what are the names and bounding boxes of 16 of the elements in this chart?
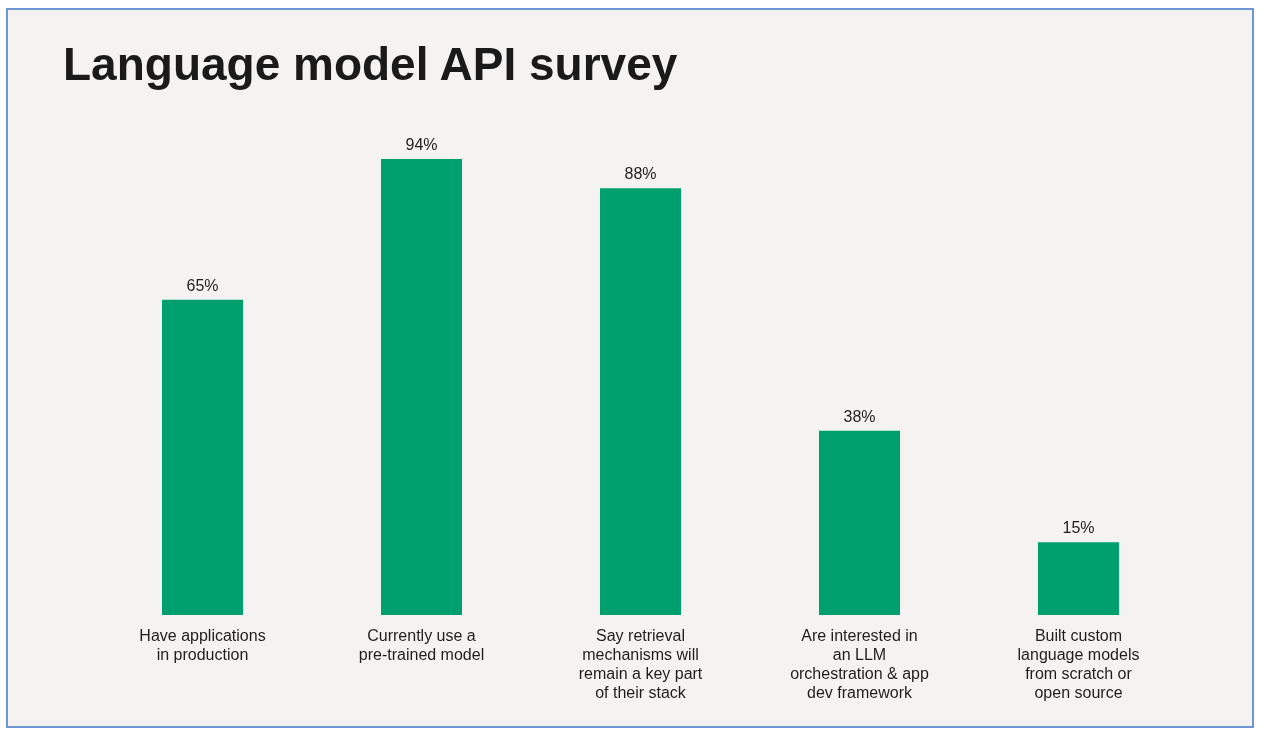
- x-tick-label: Currently use a pre-trained model: [358, 626, 485, 663]
- data-label: 94%: [405, 136, 438, 154]
- data-label: 65%: [186, 276, 219, 294]
- x-tick-label: Say retrieval mechanisms will remain a key part of their stack: [578, 626, 703, 701]
- chart-title: Language model API survey: [63, 38, 678, 90]
- bar: [1037, 542, 1120, 615]
- bar: [599, 188, 682, 615]
- data-label: 88%: [624, 165, 657, 183]
- x-tick-label: Built custom language models from scratch or open source: [1017, 626, 1140, 701]
- x-tick-label: Have applications in production: [139, 626, 266, 663]
- data-label: 15%: [1062, 519, 1095, 537]
- bar: [161, 299, 244, 615]
- bar: [818, 430, 901, 615]
- data-label: 38%: [843, 407, 876, 425]
- x-tick-label: Are interested in an LLM orchestration & app dev framework: [790, 626, 929, 701]
- bar: [380, 159, 463, 615]
